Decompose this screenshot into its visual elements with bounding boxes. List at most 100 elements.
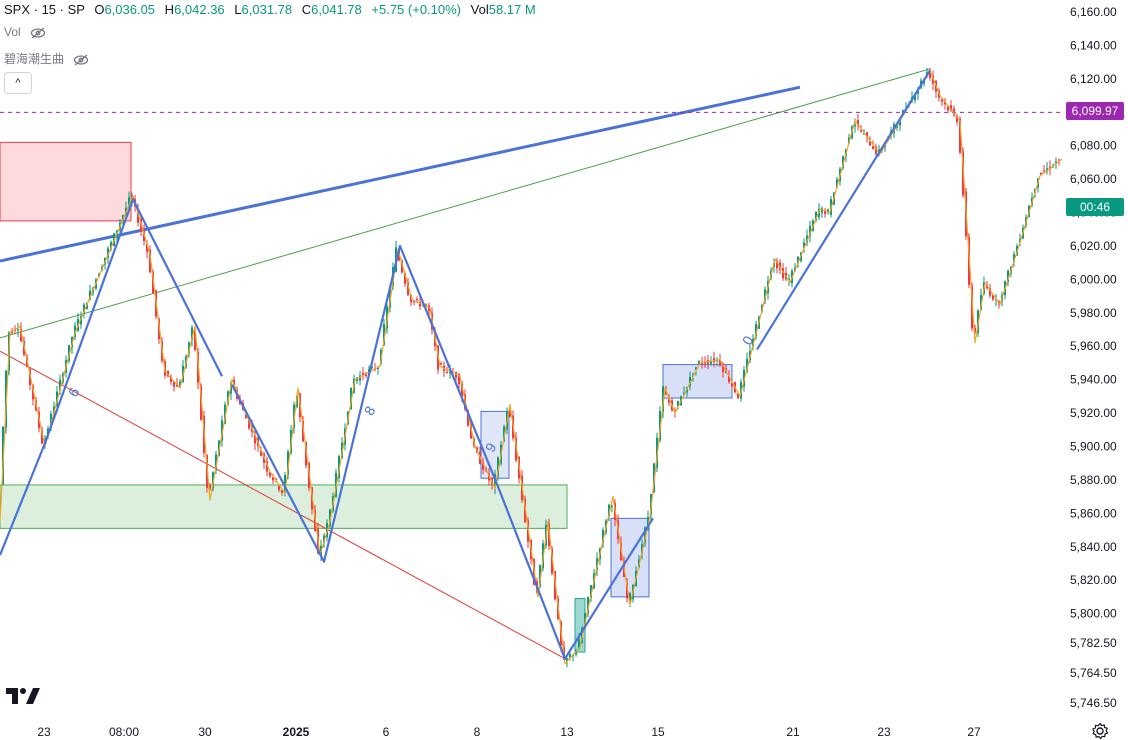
- price-tick-label: 5,960.00: [1070, 339, 1117, 353]
- candle-body: [956, 116, 958, 122]
- hidden-eye-icon[interactable]: [73, 54, 89, 66]
- candle-body: [947, 106, 949, 111]
- candle-body: [647, 517, 649, 527]
- candle-body: [416, 299, 418, 301]
- candle-body: [980, 295, 982, 310]
- candle-body: [710, 361, 712, 364]
- zigzag-wave-line: [0, 198, 223, 556]
- candle-body: [221, 420, 223, 441]
- candle-body: [350, 387, 352, 410]
- price-tick-label: 5,764.50: [1070, 666, 1117, 680]
- candle-body: [626, 582, 628, 599]
- indicator-custom[interactable]: 碧海潮生曲: [4, 50, 89, 67]
- candle-body: [146, 243, 148, 252]
- candle-body: [629, 593, 631, 601]
- candle-body: [338, 456, 340, 478]
- candle-body: [470, 423, 472, 439]
- wave-label: 8: [361, 403, 379, 418]
- candle-body: [110, 242, 112, 249]
- candle-body: [305, 441, 307, 466]
- indicator-custom-label: 碧海潮生曲: [4, 52, 65, 66]
- time-tick-label: 15: [651, 725, 665, 739]
- price-tick-label: 6,160.00: [1070, 5, 1117, 19]
- candle-body: [269, 472, 271, 477]
- tradingview-logo-icon[interactable]: [6, 686, 40, 706]
- close-value: 6,041.78: [311, 2, 362, 17]
- zigzag-wave-line: [231, 244, 654, 660]
- candle-body: [869, 141, 871, 146]
- candle-body: [410, 295, 412, 303]
- current-price-badge: 6,099.97: [1066, 102, 1124, 120]
- hidden-eye-icon[interactable]: [30, 27, 46, 39]
- candle-body: [245, 414, 247, 419]
- candle-body: [806, 235, 808, 243]
- candle-body: [404, 273, 406, 284]
- price-tick-label: 5,820.00: [1070, 573, 1117, 587]
- candle-body: [188, 342, 190, 354]
- candle-body: [914, 95, 916, 101]
- candle-body: [782, 268, 784, 279]
- candle-body: [728, 375, 730, 382]
- price-tick-label: 6,120.00: [1070, 72, 1117, 86]
- candle-body: [677, 401, 679, 407]
- candle-body: [59, 379, 61, 391]
- candle-body: [566, 658, 568, 662]
- candle-body: [137, 209, 139, 223]
- price-tick-label: 5,746.50: [1070, 696, 1117, 710]
- candle-body: [74, 325, 76, 337]
- indicator-vol[interactable]: Vol: [4, 25, 46, 39]
- candle-body: [461, 383, 463, 397]
- trend-line-red: [0, 350, 566, 660]
- candle-body: [776, 260, 778, 269]
- change-value: +5.75 (+0.10%): [371, 2, 462, 17]
- candle-body: [596, 558, 598, 571]
- open-value: 6,036.05: [104, 2, 156, 17]
- candle-body: [752, 338, 754, 347]
- candle-body: [515, 437, 517, 461]
- time-tick-label: 8: [474, 725, 481, 739]
- candle-body: [254, 435, 256, 444]
- low-label: L: [234, 2, 242, 17]
- candle-body: [590, 585, 592, 598]
- time-tick-label: 13: [560, 725, 574, 739]
- candles: [2, 67, 1060, 668]
- gear-icon[interactable]: [1091, 722, 1109, 740]
- fvg-box: [662, 364, 733, 399]
- candle-body: [1058, 159, 1060, 161]
- candle-body: [278, 485, 280, 490]
- candle-body: [815, 211, 817, 221]
- candle-body: [371, 366, 373, 368]
- candle-body: [32, 384, 34, 400]
- time-tick-label: 2025: [283, 725, 310, 739]
- candle-body: [797, 256, 799, 264]
- candle-body: [992, 295, 994, 300]
- open-label: O: [94, 2, 105, 17]
- candle-body: [383, 324, 385, 345]
- price-tick-label: 5,782.50: [1070, 636, 1117, 650]
- candle-body: [194, 328, 196, 350]
- price-tick-label: 6,020.00: [1070, 239, 1117, 253]
- candle-body: [152, 271, 154, 294]
- candle-body: [149, 249, 151, 273]
- candle-body: [248, 417, 250, 429]
- candle-body: [503, 426, 505, 442]
- symbol-label[interactable]: SPX · 15 · SP: [4, 2, 85, 17]
- candle-body: [167, 370, 169, 377]
- candle-body: [125, 207, 127, 214]
- ohlc-legend: SPX · 15 · SP O6,036.05 H6,042.36 L6,031…: [4, 2, 536, 17]
- candle-body: [1043, 170, 1045, 172]
- candle-body: [224, 404, 226, 424]
- price-tick-label: 6,080.00: [1070, 139, 1117, 153]
- candle-body: [497, 457, 499, 476]
- price-tick-label: 6,060.00: [1070, 172, 1117, 186]
- time-axis[interactable]: 23 08:00 30 2025 6 8 13 15 21 23 27: [37, 725, 981, 739]
- collapse-legend-button[interactable]: ^: [4, 72, 32, 94]
- candle-body: [941, 99, 943, 102]
- candle-body: [20, 328, 22, 341]
- zigzag-wave-line: [756, 69, 931, 351]
- candle-body: [200, 385, 202, 420]
- swing-line: [0, 69, 1063, 665]
- candle-body: [578, 639, 580, 650]
- candle-body: [950, 105, 952, 111]
